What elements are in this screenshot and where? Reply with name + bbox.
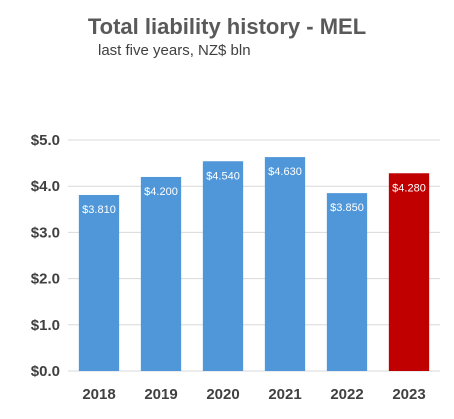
data-label: $4.540 xyxy=(206,170,240,182)
y-tick-label: $4.0 xyxy=(31,178,60,195)
y-tick-label: $0.0 xyxy=(31,363,60,380)
y-tick-label: $3.0 xyxy=(31,224,60,241)
data-label: $3.850 xyxy=(330,202,364,214)
x-tick-label: 2018 xyxy=(82,386,115,403)
chart-title: Total liability history - MEL xyxy=(87,14,367,39)
bar xyxy=(140,176,182,371)
x-tick-label: 2019 xyxy=(144,386,177,403)
y-tick-label: $1.0 xyxy=(31,317,60,334)
bar xyxy=(388,173,430,371)
chart-subtitle: last five years, NZ$ bln xyxy=(98,42,251,59)
x-tick-label: 2023 xyxy=(392,386,425,403)
bar xyxy=(78,194,120,371)
bar xyxy=(264,157,306,371)
bar xyxy=(202,161,244,371)
y-tick-label: $5.0 xyxy=(31,132,60,149)
x-tick-label: 2020 xyxy=(206,386,239,403)
data-label: $4.200 xyxy=(144,186,178,198)
data-label: $4.630 xyxy=(268,166,302,178)
data-label: $4.280 xyxy=(392,182,426,194)
data-label: $3.810 xyxy=(82,204,116,216)
x-tick-label: 2022 xyxy=(330,386,363,403)
bar xyxy=(326,193,368,371)
x-tick-label: 2021 xyxy=(268,386,301,403)
y-tick-label: $2.0 xyxy=(31,271,60,288)
